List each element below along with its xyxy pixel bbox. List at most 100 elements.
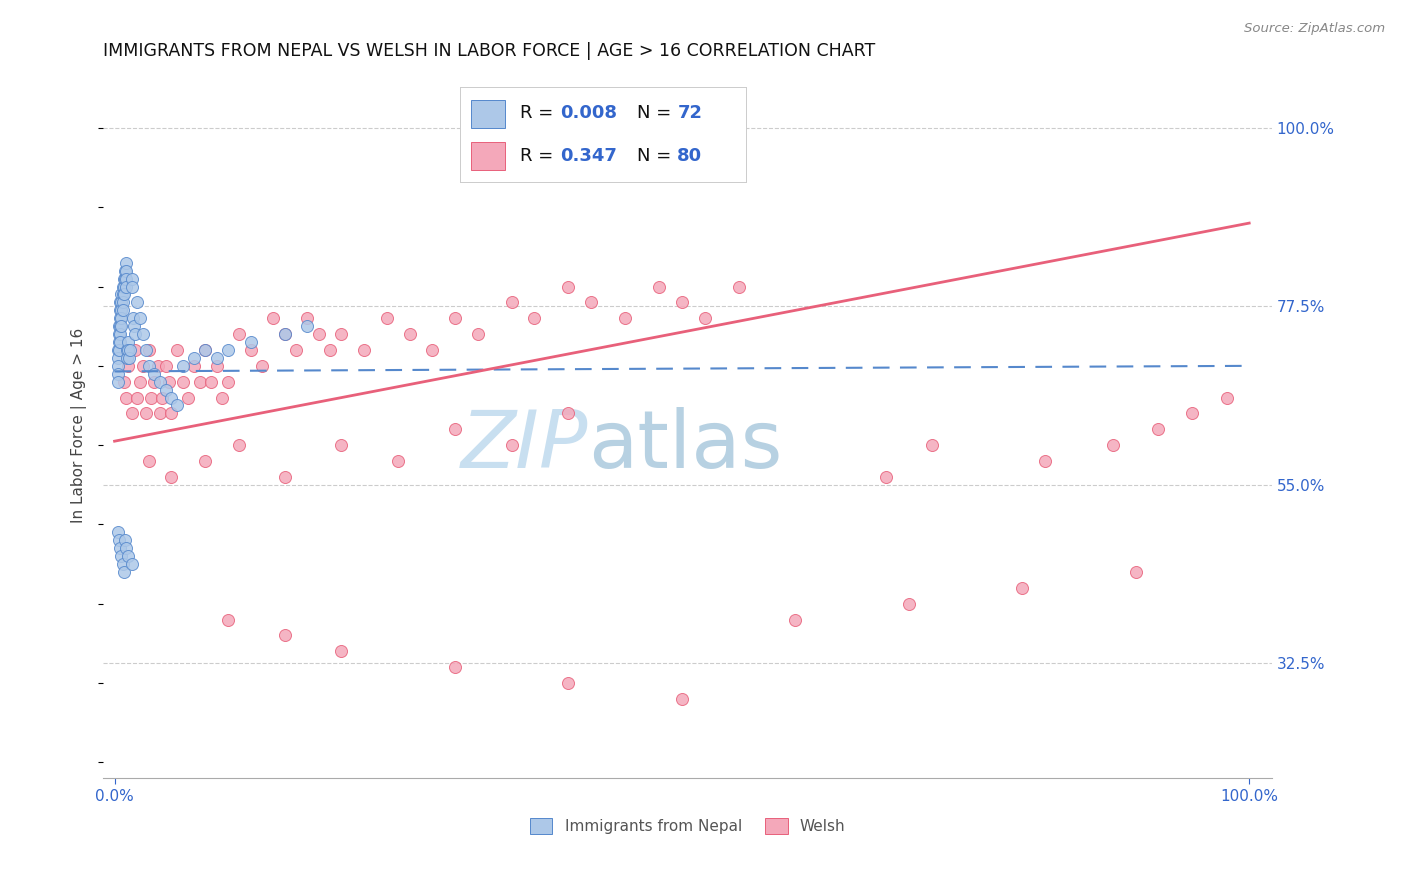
- Point: [114, 263, 136, 277]
- Text: ZIP: ZIP: [461, 408, 588, 485]
- Text: IMMIGRANTS FROM NEPAL VS WELSH IN LABOR FORCE | AGE > 16 CORRELATION CHART: IMMIGRANTS FROM NEPAL VS WELSH IN LABOR …: [103, 42, 876, 60]
- Point: [1011, 581, 1033, 595]
- Point: [107, 351, 129, 365]
- Point: [110, 311, 132, 326]
- Point: [110, 303, 132, 318]
- Point: [110, 549, 132, 564]
- Point: [420, 343, 443, 357]
- Point: [115, 256, 138, 270]
- Point: [108, 327, 131, 342]
- Point: [557, 279, 579, 293]
- Point: [107, 359, 129, 373]
- Point: [274, 327, 297, 342]
- Point: [138, 454, 160, 468]
- Point: [398, 327, 420, 342]
- Point: [121, 406, 143, 420]
- Point: [274, 628, 297, 642]
- Point: [115, 351, 138, 365]
- Point: [124, 327, 146, 342]
- Point: [444, 422, 467, 436]
- Point: [108, 533, 131, 548]
- Point: [501, 295, 523, 310]
- Point: [671, 692, 693, 706]
- Point: [115, 279, 138, 293]
- Point: [200, 375, 222, 389]
- Point: [108, 334, 131, 349]
- Point: [217, 613, 239, 627]
- Point: [149, 375, 172, 389]
- Point: [107, 367, 129, 381]
- Point: [115, 391, 138, 405]
- Point: [1033, 454, 1056, 468]
- Point: [121, 557, 143, 571]
- Point: [444, 660, 467, 674]
- Point: [139, 391, 162, 405]
- Point: [111, 287, 134, 301]
- Point: [110, 311, 132, 326]
- Point: [557, 676, 579, 690]
- Point: [785, 613, 807, 627]
- Point: [118, 351, 141, 365]
- Point: [250, 359, 273, 373]
- Point: [135, 343, 157, 357]
- Point: [557, 406, 579, 420]
- Point: [330, 327, 353, 342]
- Point: [138, 359, 160, 373]
- Point: [467, 327, 489, 342]
- Point: [111, 557, 134, 571]
- Point: [149, 406, 172, 420]
- Point: [262, 311, 284, 326]
- Point: [146, 359, 169, 373]
- Point: [110, 295, 132, 310]
- Point: [150, 391, 173, 405]
- Point: [143, 367, 166, 381]
- Point: [121, 279, 143, 293]
- Point: [523, 311, 546, 326]
- Point: [111, 295, 134, 310]
- Point: [671, 295, 693, 310]
- Point: [122, 319, 145, 334]
- Point: [157, 375, 180, 389]
- Point: [128, 375, 150, 389]
- Text: Source: ZipAtlas.com: Source: ZipAtlas.com: [1244, 22, 1385, 36]
- Point: [115, 263, 138, 277]
- Point: [112, 565, 135, 579]
- Point: [308, 327, 330, 342]
- Point: [166, 343, 188, 357]
- Point: [1102, 438, 1125, 452]
- Point: [127, 295, 149, 310]
- Point: [110, 327, 132, 342]
- Point: [897, 597, 920, 611]
- Point: [330, 644, 353, 658]
- Point: [107, 375, 129, 389]
- Point: [614, 311, 637, 326]
- Point: [921, 438, 943, 452]
- Point: [194, 454, 217, 468]
- Point: [107, 343, 129, 357]
- Point: [875, 470, 897, 484]
- Point: [132, 359, 155, 373]
- Point: [138, 343, 160, 357]
- Point: [110, 319, 132, 334]
- Point: [239, 334, 262, 349]
- Point: [160, 391, 183, 405]
- Point: [274, 470, 297, 484]
- Point: [111, 303, 134, 318]
- Point: [239, 343, 262, 357]
- Point: [117, 359, 139, 373]
- Point: [319, 343, 342, 357]
- Point: [297, 311, 319, 326]
- Point: [132, 327, 155, 342]
- Point: [727, 279, 749, 293]
- Point: [160, 470, 183, 484]
- Point: [143, 375, 166, 389]
- Point: [177, 391, 200, 405]
- Point: [111, 279, 134, 293]
- Point: [205, 359, 228, 373]
- Point: [375, 311, 398, 326]
- Point: [124, 343, 146, 357]
- Point: [114, 271, 136, 285]
- Point: [1215, 391, 1237, 405]
- Point: [120, 343, 142, 357]
- Point: [297, 319, 319, 334]
